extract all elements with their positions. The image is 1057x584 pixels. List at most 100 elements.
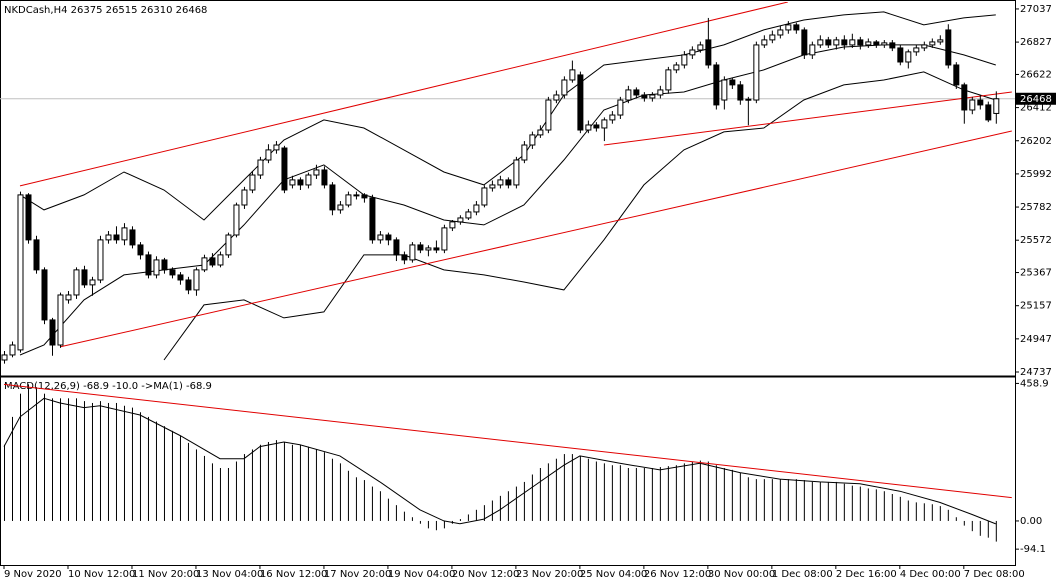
candle-body <box>329 184 336 211</box>
candle-body <box>57 294 64 346</box>
candle-body <box>561 79 568 96</box>
candle-body <box>897 47 904 63</box>
candle-body <box>665 69 672 91</box>
candle-body <box>737 84 744 101</box>
bollinger-band <box>19 44 996 356</box>
candle-body <box>449 221 456 229</box>
candle-body <box>689 49 696 56</box>
candle-body <box>129 229 136 246</box>
candle-body <box>985 104 992 121</box>
candle-body <box>817 39 824 46</box>
candle-body <box>145 254 152 276</box>
y-tick-label: 27037 <box>1020 4 1052 15</box>
indicator-title: MACD(12,26,9) -68.9 -10.0 ->MA(1) -68.9 <box>4 381 212 392</box>
candle-body <box>89 279 96 286</box>
candle-body <box>577 74 584 131</box>
candle-body <box>153 259 160 276</box>
y-tick-label: 26412 <box>1020 103 1052 114</box>
candle-body <box>201 257 208 271</box>
x-tick-label: 13 Nov 04:00 <box>196 569 263 580</box>
x-tick-label: 19 Nov 04:00 <box>388 569 455 580</box>
candle-body <box>473 204 480 213</box>
candle-body <box>977 99 984 106</box>
candle-body <box>513 159 520 186</box>
candle-body <box>185 279 192 291</box>
candle-body <box>313 169 320 176</box>
trend-line <box>19 2 788 187</box>
candle-body <box>17 194 24 351</box>
candle-body <box>849 39 856 46</box>
candle-body <box>961 84 968 111</box>
y-tick-label: 458.9 <box>1020 378 1049 389</box>
candle-body <box>257 159 264 176</box>
candle-body <box>465 211 472 219</box>
x-tick-label: 17 Nov 20:00 <box>324 569 391 580</box>
candle-body <box>457 217 464 223</box>
candle-body <box>969 99 976 111</box>
candle-body <box>353 194 360 197</box>
candle-body <box>169 269 176 276</box>
candle-body <box>497 179 504 186</box>
candle-body <box>433 247 440 251</box>
candle-body <box>993 98 1000 114</box>
candle-body <box>569 69 576 81</box>
candle-body <box>249 174 256 191</box>
candle-body <box>1 354 8 361</box>
last-price-box <box>1016 92 1056 105</box>
trend-line <box>59 130 1012 348</box>
y-tick-label: 25782 <box>1020 202 1052 213</box>
candle-body <box>905 51 912 63</box>
candle-body <box>873 41 880 46</box>
chart-title: NKDCash,H4 26375 26515 26310 26468 <box>4 5 207 16</box>
bollinger-band <box>163 71 996 361</box>
candle-body <box>793 24 800 31</box>
candle-body <box>521 144 528 161</box>
y-tick-label: 25367 <box>1020 268 1052 279</box>
candle-body <box>97 239 104 281</box>
candle-body <box>913 47 920 53</box>
candle-body <box>729 79 736 86</box>
candle-body <box>409 244 416 261</box>
candle-body <box>649 94 656 99</box>
candle-body <box>241 189 248 206</box>
candle-body <box>281 147 288 191</box>
candle-body <box>929 41 936 46</box>
candle-body <box>489 184 496 189</box>
last-price-label: 26468 <box>1020 94 1052 105</box>
candle-body <box>33 239 40 271</box>
candle-body <box>161 259 168 271</box>
x-tick-label: 7 Dec 08:00 <box>964 569 1025 580</box>
panel <box>3 383 1012 542</box>
candle-body <box>673 64 680 71</box>
y-tick-label: 25992 <box>1020 169 1052 180</box>
x-tick-label: 20 Nov 12:00 <box>452 569 519 580</box>
candle-body <box>641 94 648 99</box>
x-tick-label: 1 Dec 08:00 <box>772 569 833 580</box>
candle-body <box>401 254 408 261</box>
candle-body <box>337 204 344 211</box>
candle-body <box>841 39 848 46</box>
candle-body <box>345 194 352 206</box>
trend-line <box>3 383 1012 499</box>
candle-body <box>225 234 232 256</box>
candle-body <box>177 274 184 281</box>
y-tick-label: 25572 <box>1020 235 1052 246</box>
x-tick-label: 11 Nov 20:00 <box>132 569 199 580</box>
candle-body <box>825 39 832 46</box>
candle-body <box>713 64 720 106</box>
candle-body <box>9 344 16 356</box>
candle-body <box>265 149 272 161</box>
x-tick-label: 9 Nov 2020 <box>4 569 62 580</box>
candle-body <box>809 44 816 56</box>
candle-body <box>833 39 840 46</box>
x-tick-label: 16 Nov 12:00 <box>260 569 327 580</box>
candle-body <box>777 29 784 36</box>
candle-body <box>937 39 944 43</box>
candle-body <box>865 41 872 46</box>
trend-line <box>603 91 1012 146</box>
candle-body <box>81 269 88 286</box>
signal-line <box>3 397 996 525</box>
candle-body <box>425 247 432 251</box>
candle-body <box>889 42 896 49</box>
candle-body <box>481 187 488 206</box>
